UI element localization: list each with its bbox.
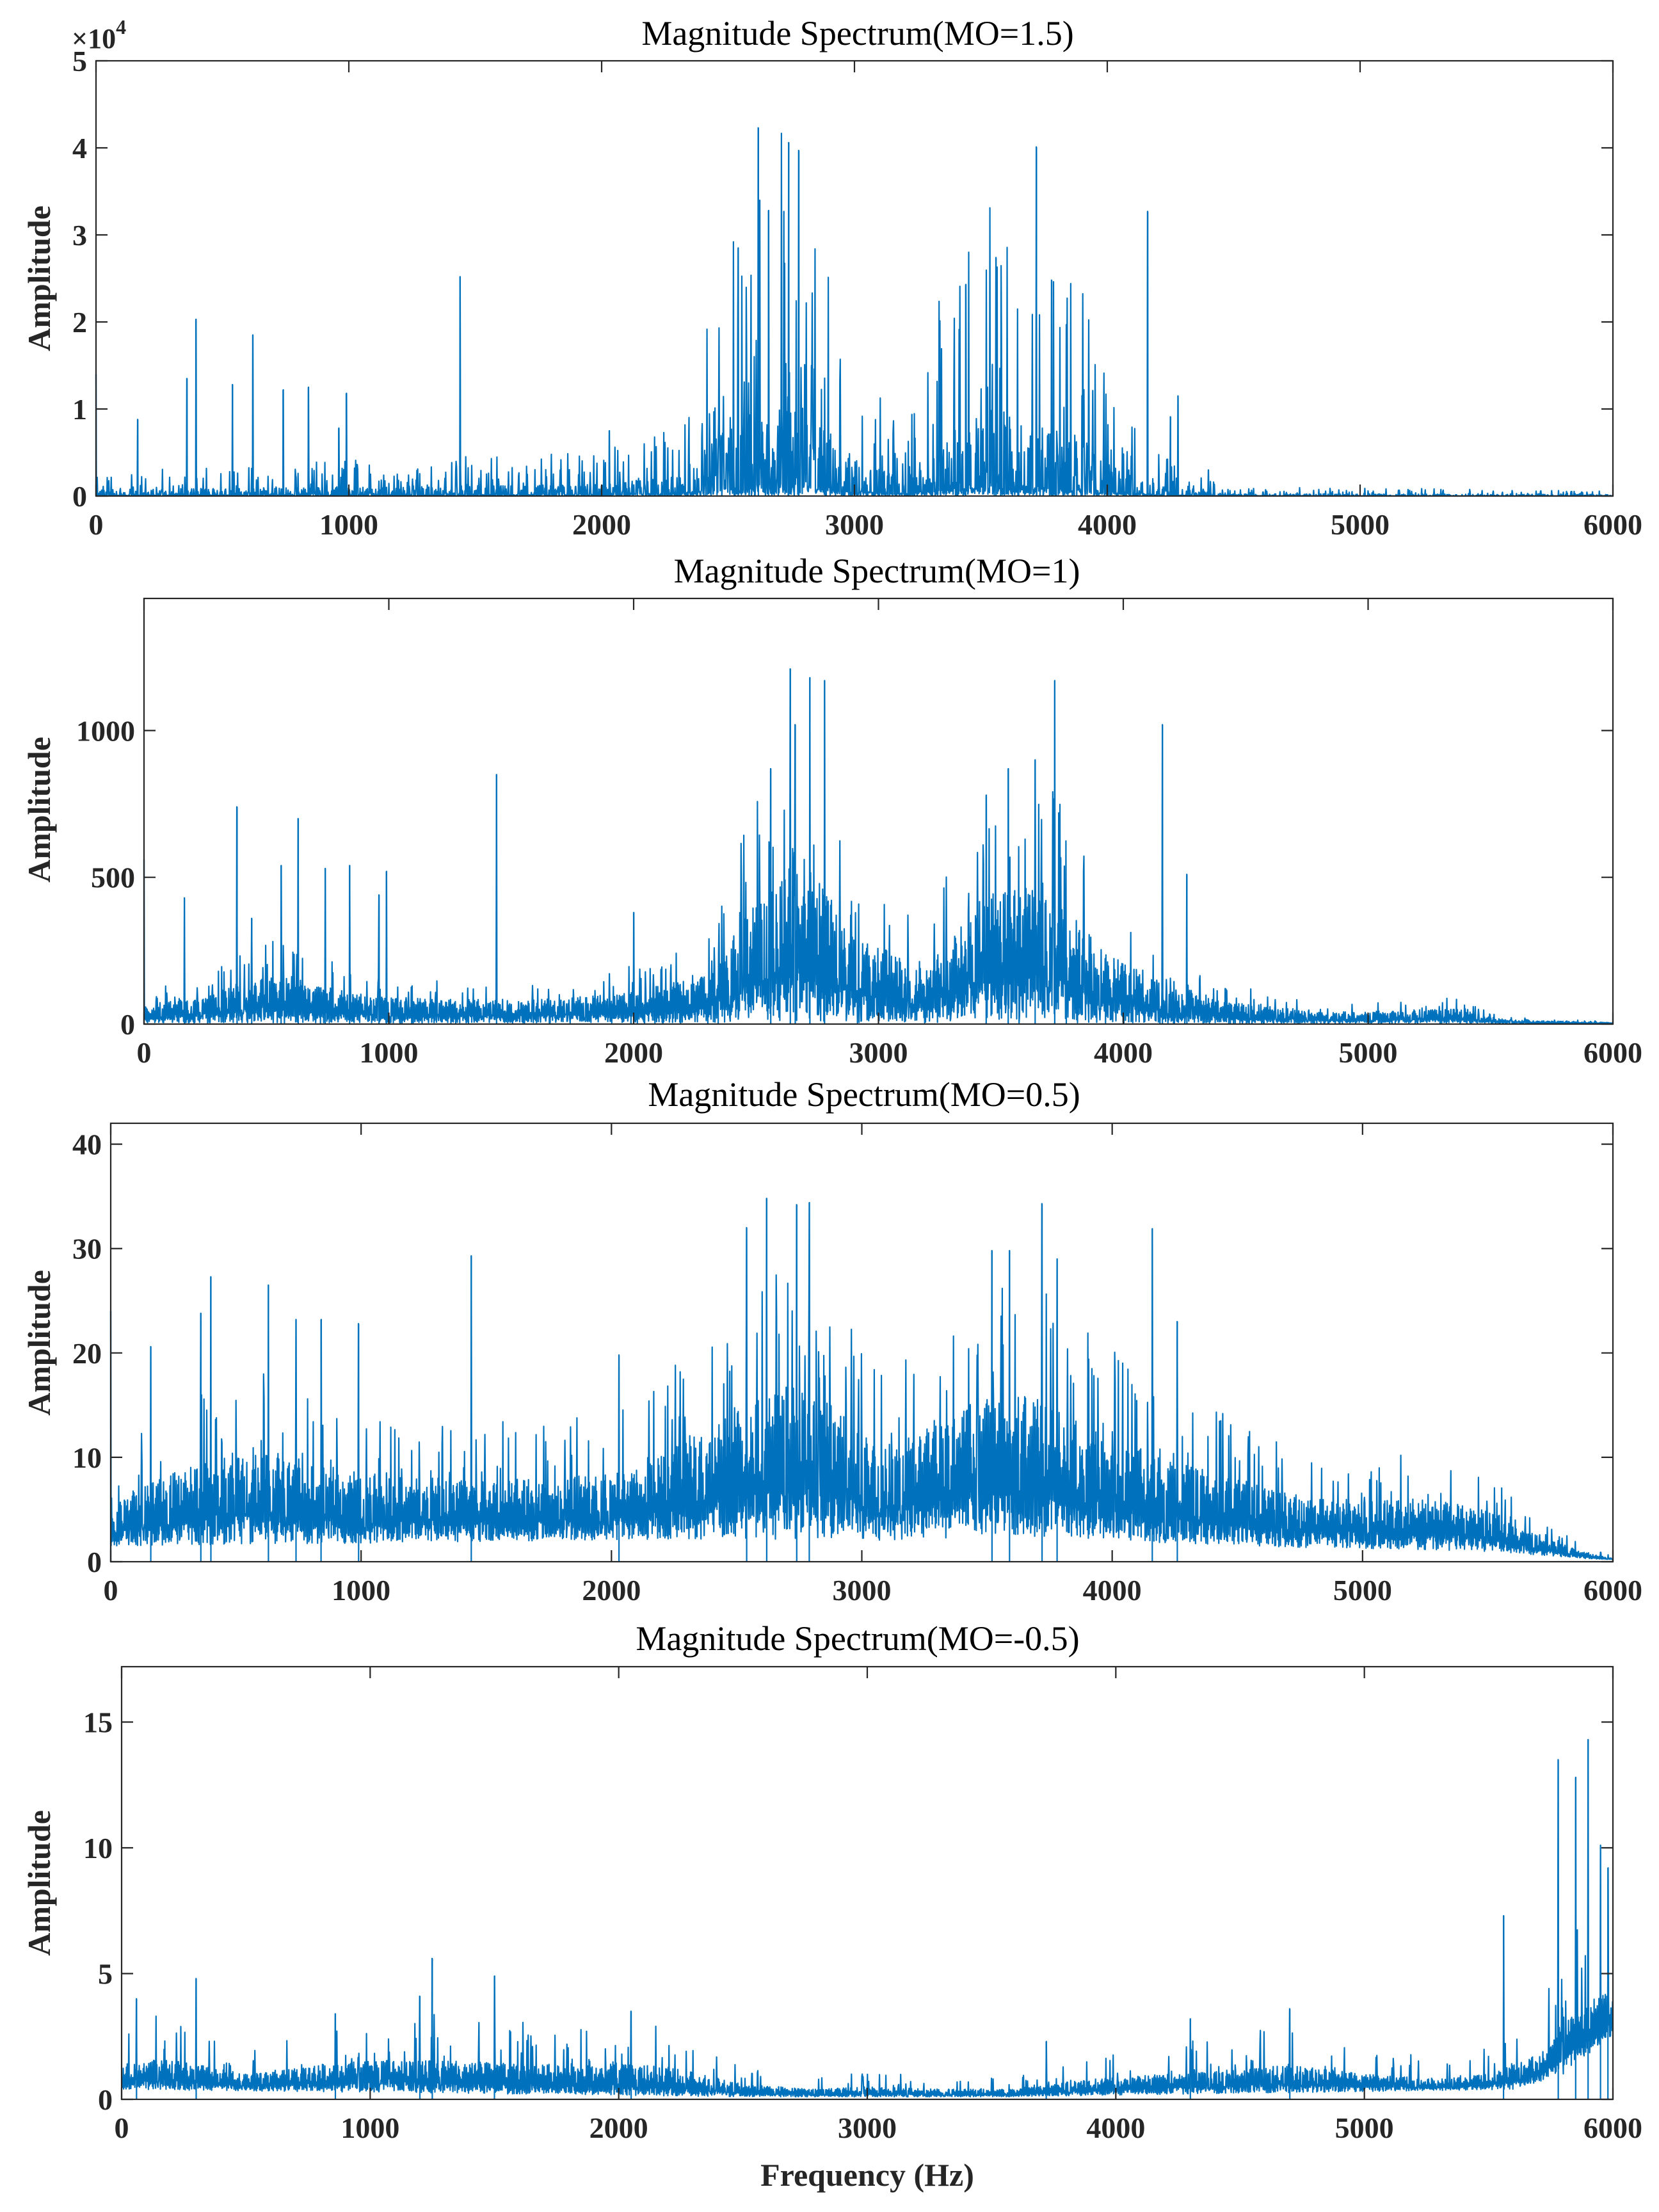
y-tick-label: 20 [72, 1337, 102, 1370]
x-tick-label: 5000 [1331, 508, 1390, 541]
panel-title: Magnitude Spectrum(MO=1.5) [641, 14, 1073, 52]
x-axis-ticks: 0 1000 2000 3000 4000 5000 6000 [137, 598, 1642, 1069]
x-tick-label: 4000 [1083, 1574, 1142, 1607]
panel-title: Magnitude Spectrum(MO=-0.5) [636, 1619, 1079, 1658]
x-tick-label: 3000 [833, 1574, 892, 1607]
y-tick-label: 10 [72, 1441, 102, 1474]
x-tick-label: 5000 [1333, 1574, 1392, 1607]
panel-mo-1-5: Magnitude Spectrum(MO=1.5) ×104 0 1000 200… [21, 14, 1642, 541]
spectrum-line [121, 1738, 1614, 2098]
panel-mo-1: Magnitude Spectrum(MO=1) 0 1000 2000 3000 40… [21, 552, 1642, 1069]
x-tick-label: 3000 [838, 2112, 897, 2144]
y-tick-label: 2 [72, 306, 87, 339]
spectrum-series [109, 1198, 1614, 1562]
y-tick-label: 500 [91, 862, 135, 894]
y-tick-label: 40 [72, 1128, 102, 1161]
x-tick-label: 6000 [1583, 508, 1642, 541]
x-tick-label: 1000 [360, 1036, 419, 1069]
y-axis-label: Amplitude [21, 1810, 57, 1956]
x-tick-label: 0 [104, 1574, 118, 1607]
x-tick-label: 2000 [582, 1574, 641, 1607]
panel-title: Magnitude Spectrum(MO=1) [674, 552, 1080, 590]
x-tick-label: 5000 [1339, 1036, 1398, 1069]
panel-mo-0-5: Magnitude Spectrum(MO=0.5) 0 1000 2000 3000… [21, 1075, 1642, 1607]
y-tick-label: 30 [72, 1233, 102, 1265]
y-axis-label: Amplitude [21, 1270, 57, 1416]
y-tick-label: 15 [83, 1706, 113, 1738]
x-axis-ticks: 0 1000 2000 3000 4000 5000 6000 [89, 61, 1642, 541]
panel-mo-neg-0-5: Magnitude Spectrum(MO=-0.5) 0 1000 2000 300… [21, 1619, 1642, 2193]
x-tick-label: 1000 [319, 508, 378, 541]
panel-title: Magnitude Spectrum(MO=0.5) [648, 1075, 1080, 1114]
y-axis-ticks: 0 5 10 15 [83, 1706, 1613, 2116]
y-tick-label: 10 [83, 1832, 113, 1864]
y-tick-label: 3 [72, 219, 87, 252]
axes-frame [143, 597, 1614, 1025]
y-exponent-power: 4 [116, 15, 126, 38]
y-tick-label: 1 [72, 393, 87, 426]
x-tick-label: 5000 [1335, 2112, 1394, 2144]
spectrum-line [109, 1198, 1614, 1560]
x-tick-label: 6000 [1583, 2112, 1642, 2144]
x-axis-ticks: 0 1000 2000 3000 4000 5000 6000 [115, 1667, 1642, 2144]
axes-frame [95, 60, 1614, 497]
y-exponent-label: ×104 [72, 15, 126, 54]
y-tick-label: 0 [72, 480, 87, 513]
y-axis-ticks: 0 1 2 3 4 5 [72, 45, 1613, 513]
x-axis-ticks: 0 1000 2000 3000 4000 5000 6000 [104, 1123, 1642, 1607]
y-axis-ticks: 0 500 1000 [76, 714, 1613, 1041]
x-tick-label: 4000 [1078, 508, 1137, 541]
x-tick-label: 3000 [849, 1036, 908, 1069]
x-tick-label: 0 [115, 2112, 129, 2144]
x-tick-label: 6000 [1583, 1574, 1642, 1607]
x-tick-label: 2000 [589, 2112, 648, 2144]
x-tick-label: 4000 [1086, 2112, 1145, 2144]
x-tick-label: 2000 [604, 1036, 663, 1069]
y-axis-label: Amplitude [21, 205, 57, 351]
y-tick-label: 4 [72, 132, 87, 164]
y-tick-label: 0 [87, 1546, 102, 1578]
y-tick-label: 0 [120, 1008, 135, 1041]
x-tick-label: 0 [89, 508, 104, 541]
y-tick-label: 5 [72, 45, 87, 77]
spectrum-series [121, 1738, 1614, 2099]
y-tick-label: 0 [98, 2083, 113, 2116]
x-axis-label: Frequency (Hz) [760, 2157, 974, 2193]
axes-frame [109, 1122, 1614, 1563]
x-tick-label: 2000 [572, 508, 631, 541]
y-tick-label: 5 [98, 1957, 113, 1990]
x-tick-label: 0 [137, 1036, 152, 1069]
y-axis-ticks: 0 10 20 30 40 [72, 1128, 1613, 1578]
y-exponent-base: ×10 [72, 23, 116, 54]
x-tick-label: 1000 [332, 1574, 390, 1607]
axes-frame [120, 1665, 1614, 2101]
x-tick-label: 3000 [825, 508, 884, 541]
x-tick-label: 4000 [1094, 1036, 1153, 1069]
y-tick-label: 1000 [76, 714, 135, 747]
x-tick-label: 1000 [341, 2112, 399, 2144]
y-axis-label: Amplitude [21, 737, 57, 883]
x-tick-label: 6000 [1583, 1036, 1642, 1069]
